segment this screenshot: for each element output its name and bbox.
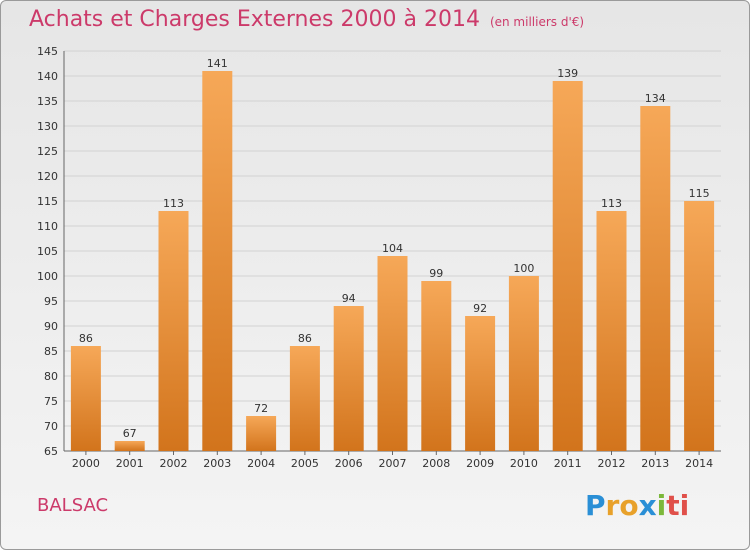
x-tick-label: 2005 (291, 457, 319, 470)
bar-value-label: 113 (601, 197, 622, 210)
y-tick-label: 110 (37, 220, 58, 233)
logo-letter: P (585, 489, 606, 522)
x-tick-label: 2004 (247, 457, 275, 470)
bar (508, 276, 539, 451)
bar (114, 441, 145, 451)
chart-title: Achats et Charges Externes 2000 à 2014 (e… (29, 7, 584, 32)
x-tick-label: 2006 (335, 457, 363, 470)
y-tick-label: 105 (37, 245, 58, 258)
bar (465, 316, 496, 451)
y-tick-labels: 65 70 75 80 85 90 95 100 105 110 115 120 125 130 135 14… (37, 45, 58, 458)
x-tick-label: 2012 (598, 457, 626, 470)
bar (246, 416, 277, 451)
bar (421, 281, 452, 451)
x-tick-label: 2000 (72, 457, 100, 470)
y-tick-label: 70 (44, 420, 58, 433)
y-tick-label: 95 (44, 295, 58, 308)
logo-letter: x (638, 489, 657, 522)
y-tick-label: 90 (44, 320, 58, 333)
y-tick-label: 100 (37, 270, 58, 283)
y-tick-label: 140 (37, 70, 58, 83)
bar (289, 346, 320, 451)
bar (202, 71, 233, 451)
bar (552, 81, 583, 451)
bars (70, 71, 715, 451)
y-tick-label: 130 (37, 120, 58, 133)
y-tick-label: 65 (44, 445, 58, 458)
logo-letter: ti (666, 489, 690, 522)
bar (333, 306, 364, 451)
chart-unit-note: (en milliers d'€) (489, 15, 585, 29)
y-tick-label: 115 (37, 195, 58, 208)
bar (640, 106, 671, 451)
logo-letter: i (656, 489, 667, 522)
bar (158, 211, 189, 451)
bar-value-label: 92 (473, 302, 487, 315)
x-tick-label: 2013 (641, 457, 669, 470)
bar (684, 201, 715, 451)
bar-value-label: 86 (298, 332, 312, 345)
y-tick-label: 125 (37, 145, 58, 158)
bar-value-label: 104 (382, 242, 403, 255)
bar-value-label: 141 (207, 57, 228, 70)
x-tick-label: 2001 (116, 457, 144, 470)
bar-value-label: 134 (645, 92, 666, 105)
y-tick-label: 120 (37, 170, 58, 183)
x-tick-labels: 2000 2001 2002 2003 2004 2005 2006 2007 2008 2009… (72, 457, 713, 470)
bar-value-label: 94 (342, 292, 356, 305)
commune-name: BALSAC (37, 495, 109, 516)
y-tick-label: 80 (44, 370, 58, 383)
y-tick-label: 75 (44, 395, 58, 408)
x-tick-label: 2009 (466, 457, 494, 470)
bar-value-label: 115 (689, 187, 710, 200)
data-labels: 86 67 113 141 72 86 94 104 99 92 100 139 113 134 115 (79, 57, 710, 440)
bar-value-label: 99 (429, 267, 443, 280)
logo-letter: r (605, 489, 620, 522)
bar-value-label: 67 (123, 427, 137, 440)
bar (596, 211, 627, 451)
bar (377, 256, 408, 451)
x-tick-label: 2011 (554, 457, 582, 470)
y-tick-label: 135 (37, 95, 58, 108)
x-tick-label: 2008 (422, 457, 450, 470)
y-tick-label: 145 (37, 45, 58, 58)
logo-letter: o (619, 489, 639, 522)
x-tick-label: 2002 (160, 457, 188, 470)
bar (70, 346, 101, 451)
y-tick-label: 85 (44, 345, 58, 358)
bar-value-label: 72 (254, 402, 268, 415)
proxiti-logo: Proxiti (585, 489, 689, 522)
x-tick-label: 2014 (685, 457, 713, 470)
x-tick-label: 2007 (379, 457, 407, 470)
chart-title-text: Achats et Charges Externes 2000 à 2014 (29, 7, 480, 32)
bar-value-label: 139 (557, 67, 578, 80)
x-tick-label: 2010 (510, 457, 538, 470)
bar-value-label: 113 (163, 197, 184, 210)
x-tick-label: 2003 (203, 457, 231, 470)
bar-value-label: 86 (79, 332, 93, 345)
bar-value-label: 100 (513, 262, 534, 275)
